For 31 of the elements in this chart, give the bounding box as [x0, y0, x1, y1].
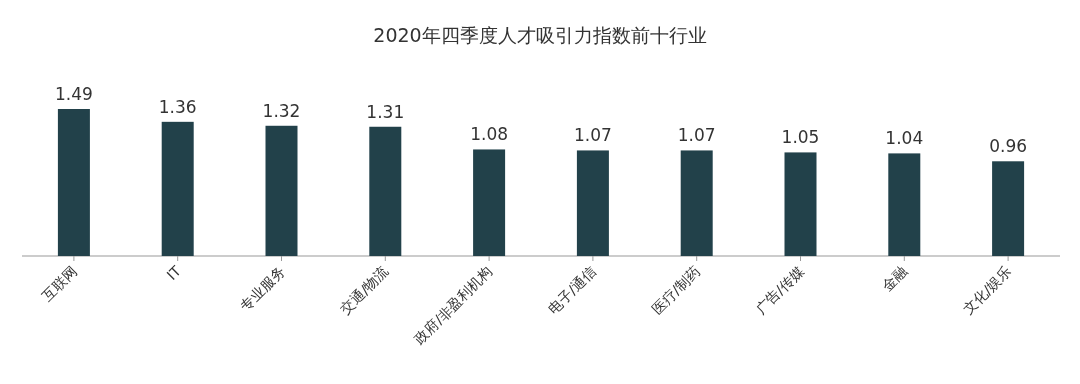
bar — [57, 109, 90, 256]
x-tick-label: 政府/非盈利机构 — [411, 262, 496, 347]
x-tick-label: 互联网 — [39, 262, 81, 304]
bar — [888, 153, 921, 256]
x-tick-label: 文化/娱乐 — [959, 262, 1015, 318]
x-tick-label: 医疗/制药 — [648, 262, 703, 318]
x-tick-label: 交通/物流 — [337, 262, 392, 318]
data-label: 1.07 — [677, 125, 716, 146]
bar — [265, 125, 298, 256]
bar — [161, 121, 194, 256]
bar — [473, 149, 506, 256]
data-label: 1.07 — [573, 125, 612, 146]
x-tick-label: IT — [163, 262, 185, 284]
bar — [680, 150, 713, 256]
data-label: 1.04 — [885, 128, 924, 149]
data-label: 1.49 — [54, 84, 93, 104]
data-label: 1.08 — [470, 124, 509, 145]
bar — [992, 161, 1025, 256]
data-label: 1.36 — [158, 96, 197, 117]
bar — [369, 126, 402, 256]
data-label: 1.31 — [366, 101, 405, 122]
x-tick-label: 专业服务 — [236, 262, 288, 314]
data-label: 1.05 — [781, 127, 820, 148]
bar — [784, 152, 817, 256]
x-tick-label: 金融 — [879, 262, 911, 294]
bar — [576, 150, 609, 256]
x-tick-label: 广告/传媒 — [752, 262, 807, 318]
data-label: 0.96 — [989, 136, 1028, 157]
chart-title: 2020年四季度人才吸引力指数前十行业 — [373, 24, 707, 46]
x-tick-label: 电子/通信 — [544, 262, 600, 318]
data-label: 1.32 — [262, 100, 301, 121]
